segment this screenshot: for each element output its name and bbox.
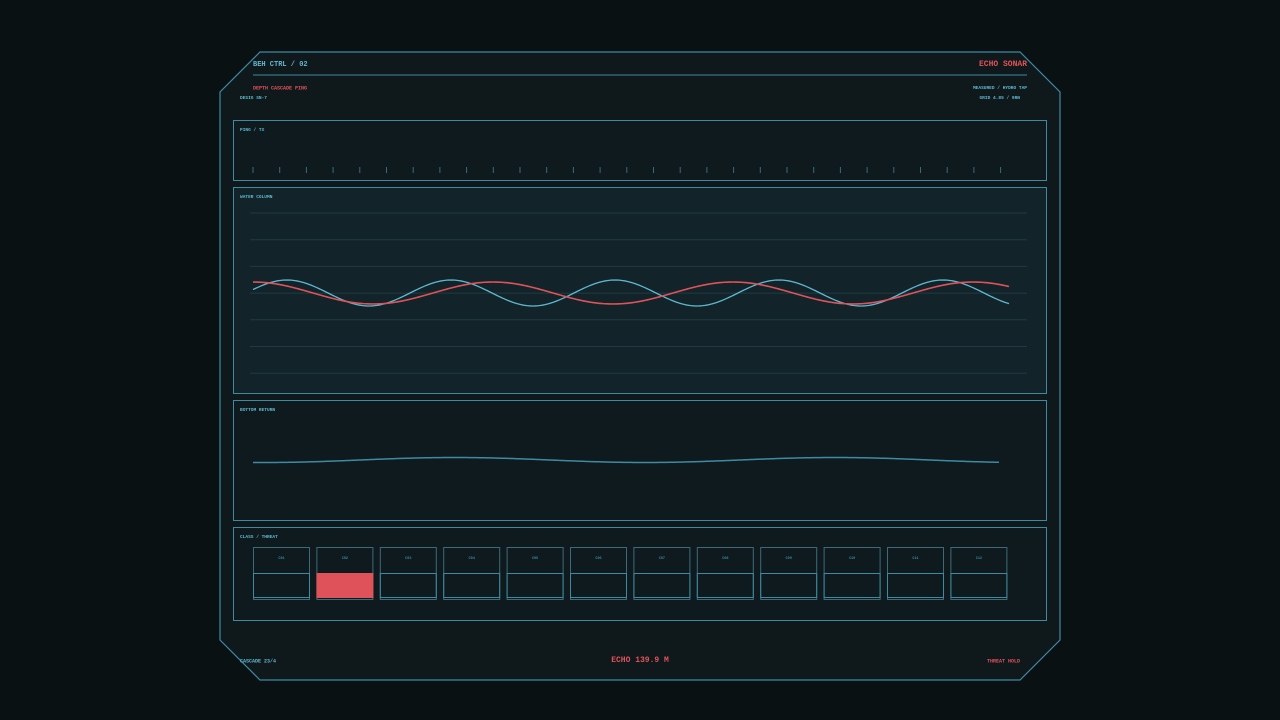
cell-state	[443, 573, 501, 598]
cell-state	[506, 573, 564, 598]
footer-left: CASCADE 23/4	[240, 658, 276, 664]
bottom-trace	[252, 456, 1000, 464]
cell-state	[253, 573, 310, 598]
cell-label: C04	[469, 557, 475, 561]
cell-state	[823, 573, 881, 598]
cells: C01 C02 C03 C04 C05 C06 C07 C08 C09 C10 C11 C12	[253, 547, 1008, 600]
footer-center: ECHO 139.9 M	[611, 656, 669, 665]
cell-state	[887, 573, 944, 598]
cell-state	[379, 573, 437, 598]
cell-state	[570, 573, 627, 598]
water-panel	[233, 187, 1047, 394]
wave	[252, 279, 1010, 307]
cell-label: C03	[405, 557, 411, 561]
cell-label: C05	[532, 557, 538, 561]
cell-label: C10	[849, 557, 855, 561]
wave	[252, 281, 1010, 305]
subtitle: DEPTH CASCADE PING	[253, 85, 307, 91]
cell-label: C01	[278, 557, 284, 561]
mode: MEASURED / HYDRO TAP	[973, 85, 1027, 91]
cell-state	[696, 573, 754, 598]
panel-label: PING / TX	[240, 127, 265, 133]
cell-state	[760, 573, 818, 598]
panel-label: BOTTOM RETURN	[240, 407, 275, 413]
grid-info: GRID 4.85 / 9RN	[979, 95, 1020, 101]
cell-label: C02	[342, 557, 348, 561]
cell-state	[950, 573, 1008, 598]
title: BEH CTRL / 02	[253, 61, 308, 69]
cell-label: C06	[595, 557, 601, 561]
cell-label: C11	[912, 557, 918, 561]
cell-label: C12	[976, 557, 982, 561]
panel-label: CLASS / THREAT	[240, 534, 278, 540]
footer-right: THREAT HOLD	[987, 658, 1020, 664]
ping-panel	[233, 120, 1047, 181]
cell-state	[316, 573, 374, 598]
bottom-panel	[233, 400, 1047, 521]
cell-label: C09	[786, 557, 792, 561]
cell-label: C07	[659, 557, 665, 561]
brand: ECHO SONAR	[979, 60, 1027, 69]
designation: DESIG SN-7	[240, 95, 267, 101]
panel-label: WATER COLUMN	[240, 194, 273, 200]
cell-label: C08	[722, 557, 728, 561]
ping-ticks	[252, 167, 1002, 173]
water-grid	[250, 212, 1027, 374]
cell-state	[633, 573, 691, 598]
